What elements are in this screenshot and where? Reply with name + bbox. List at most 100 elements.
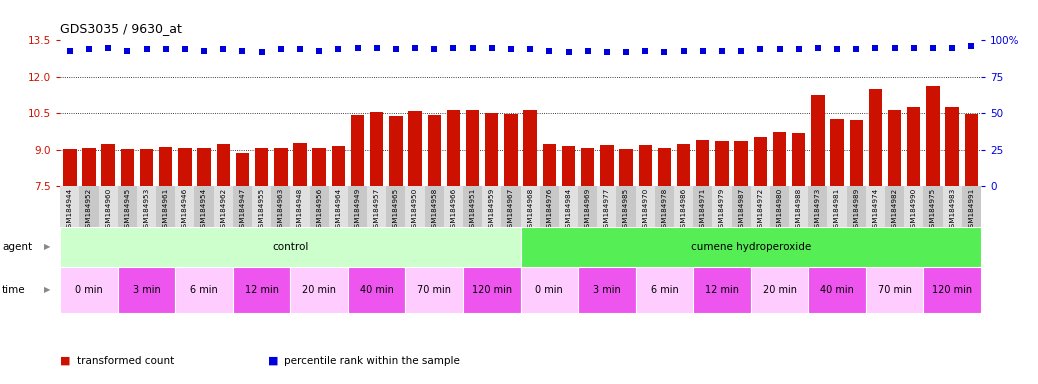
Bar bbox=[82, 148, 95, 186]
Bar bbox=[214, 186, 233, 227]
Bar bbox=[789, 186, 809, 227]
Point bbox=[848, 46, 865, 52]
Bar bbox=[444, 186, 463, 227]
Bar bbox=[540, 186, 558, 227]
Bar bbox=[693, 186, 712, 227]
Bar bbox=[638, 145, 652, 186]
Bar bbox=[309, 186, 329, 227]
Point bbox=[407, 45, 424, 51]
Point bbox=[61, 48, 78, 54]
Bar bbox=[428, 116, 441, 186]
Bar bbox=[348, 267, 406, 313]
Bar bbox=[179, 147, 192, 186]
Bar bbox=[406, 267, 463, 313]
Bar bbox=[693, 267, 750, 313]
Text: GSM184981: GSM184981 bbox=[835, 187, 840, 232]
Bar bbox=[197, 148, 211, 186]
Text: GSM184971: GSM184971 bbox=[700, 187, 706, 232]
Bar bbox=[770, 186, 789, 227]
Text: GSM184953: GSM184953 bbox=[143, 187, 149, 232]
Text: GSM184948: GSM184948 bbox=[297, 187, 303, 232]
Bar bbox=[137, 186, 156, 227]
Bar bbox=[558, 186, 578, 227]
Text: GSM184959: GSM184959 bbox=[489, 187, 495, 232]
Point bbox=[579, 48, 596, 54]
Bar bbox=[827, 186, 847, 227]
Bar bbox=[63, 149, 77, 186]
Point bbox=[235, 48, 251, 54]
Bar bbox=[348, 186, 367, 227]
Text: 120 min: 120 min bbox=[932, 285, 973, 295]
Bar bbox=[674, 186, 693, 227]
Point bbox=[733, 48, 749, 54]
Bar bbox=[732, 186, 750, 227]
Bar bbox=[521, 186, 540, 227]
Text: GDS3035 / 9630_at: GDS3035 / 9630_at bbox=[60, 22, 182, 35]
Bar bbox=[291, 186, 309, 227]
Text: GSM184950: GSM184950 bbox=[412, 187, 418, 232]
Point bbox=[561, 49, 577, 55]
Point bbox=[599, 49, 616, 55]
Bar bbox=[926, 86, 939, 186]
Bar bbox=[351, 115, 364, 186]
Bar bbox=[175, 267, 233, 313]
Text: GSM184954: GSM184954 bbox=[201, 187, 207, 232]
Point bbox=[292, 46, 308, 52]
Bar bbox=[294, 143, 306, 186]
Bar bbox=[907, 107, 921, 186]
Point bbox=[119, 48, 136, 54]
Text: GSM184949: GSM184949 bbox=[355, 187, 360, 232]
Point bbox=[502, 46, 519, 52]
Point bbox=[752, 46, 768, 52]
Text: GSM184967: GSM184967 bbox=[508, 187, 514, 232]
Bar bbox=[271, 186, 291, 227]
Text: GSM184945: GSM184945 bbox=[125, 187, 131, 232]
Text: GSM184974: GSM184974 bbox=[872, 187, 878, 232]
Text: 0 min: 0 min bbox=[75, 285, 103, 295]
Bar bbox=[156, 186, 175, 227]
Bar bbox=[885, 186, 904, 227]
Bar bbox=[578, 267, 635, 313]
Text: GSM184979: GSM184979 bbox=[719, 187, 725, 232]
Text: GSM184988: GSM184988 bbox=[796, 187, 801, 232]
Point bbox=[522, 46, 539, 52]
Text: GSM184955: GSM184955 bbox=[258, 187, 265, 232]
Bar bbox=[117, 186, 137, 227]
Text: GSM184978: GSM184978 bbox=[661, 187, 667, 232]
Bar bbox=[523, 110, 537, 186]
Point bbox=[771, 46, 788, 52]
Bar bbox=[79, 186, 99, 227]
Bar bbox=[809, 186, 827, 227]
Bar bbox=[617, 186, 635, 227]
Text: 3 min: 3 min bbox=[133, 285, 161, 295]
Bar bbox=[291, 267, 348, 313]
Point bbox=[368, 45, 385, 51]
Text: GSM184990: GSM184990 bbox=[910, 187, 917, 232]
Bar bbox=[943, 186, 962, 227]
Text: GSM184947: GSM184947 bbox=[240, 187, 245, 232]
Text: GSM184970: GSM184970 bbox=[643, 187, 649, 232]
Bar bbox=[635, 186, 655, 227]
Text: transformed count: transformed count bbox=[77, 356, 174, 366]
Bar bbox=[389, 116, 403, 186]
Text: GSM184977: GSM184977 bbox=[604, 187, 610, 232]
Bar bbox=[194, 186, 214, 227]
Text: ▶: ▶ bbox=[44, 285, 50, 295]
Point bbox=[790, 46, 807, 52]
Bar bbox=[849, 120, 863, 186]
Point bbox=[387, 46, 404, 52]
Text: ▶: ▶ bbox=[44, 242, 50, 251]
Text: ■: ■ bbox=[268, 356, 278, 366]
Bar bbox=[408, 111, 421, 186]
Bar bbox=[236, 153, 249, 186]
Bar bbox=[696, 140, 710, 186]
Point bbox=[867, 45, 883, 51]
Bar bbox=[869, 89, 882, 186]
Bar bbox=[543, 144, 556, 186]
Text: GSM184958: GSM184958 bbox=[431, 187, 437, 232]
Text: 20 min: 20 min bbox=[302, 285, 336, 295]
Text: GSM184984: GSM184984 bbox=[566, 187, 572, 232]
Bar bbox=[60, 267, 117, 313]
Bar bbox=[463, 267, 521, 313]
Point bbox=[100, 45, 116, 51]
